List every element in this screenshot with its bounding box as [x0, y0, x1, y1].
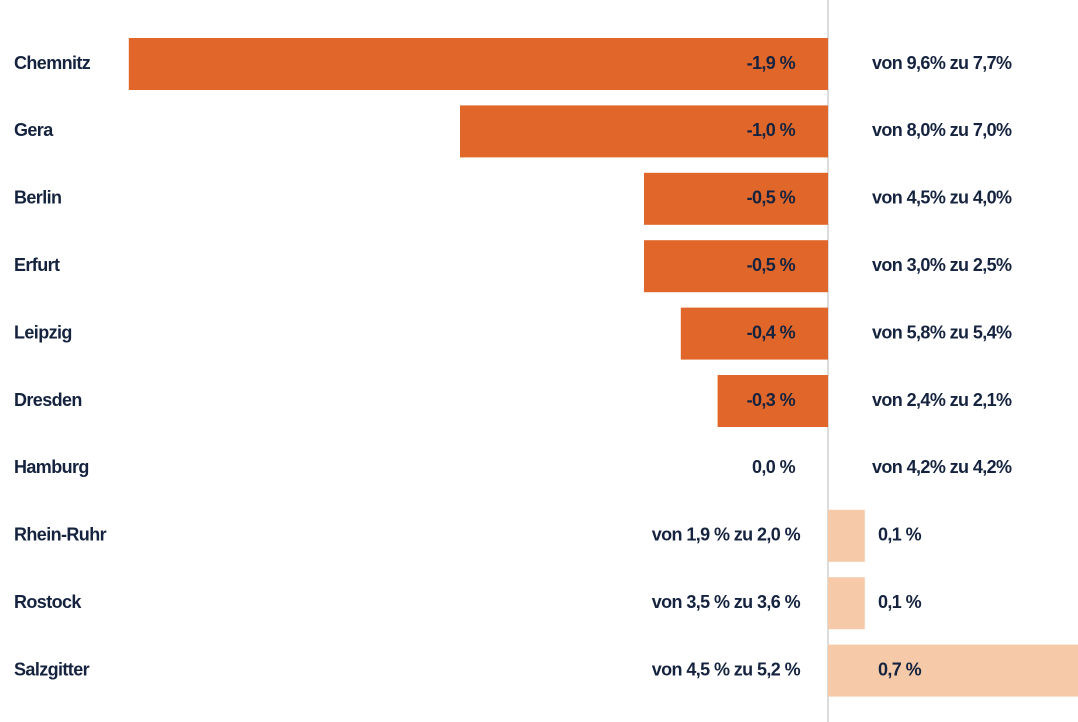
annotation: von 4,5% zu 4,0%: [872, 188, 1012, 208]
annotation: von 9,6% zu 7,7%: [872, 53, 1012, 73]
bar: [717, 375, 828, 427]
value-label: -1,9 %: [747, 53, 796, 73]
annotation: von 8,0% zu 7,0%: [872, 120, 1012, 140]
annotation: von 5,8% zu 5,4%: [872, 322, 1012, 342]
value-label: -0,5 %: [747, 255, 796, 275]
value-label: -0,3 %: [747, 390, 796, 410]
annotation: von 4,2% zu 4,2%: [872, 457, 1012, 477]
value-label: 0,1 %: [878, 525, 922, 545]
category-label: Hamburg: [14, 457, 89, 477]
annotation: von 1,9 % zu 2,0 %: [652, 525, 801, 545]
category-label: Rhein-Ruhr: [14, 525, 107, 545]
category-label: Rostock: [14, 592, 82, 612]
category-label: Dresden: [14, 390, 82, 410]
annotation: von 3,0% zu 2,5%: [872, 255, 1012, 275]
annotation: von 4,5 % zu 5,2 %: [652, 659, 801, 679]
bar: [644, 240, 828, 293]
bar: [828, 509, 865, 562]
annotation: von 2,4% zu 2,1%: [872, 390, 1012, 410]
value-label: 0,0 %: [752, 457, 796, 477]
bar: [680, 307, 828, 360]
value-label: -0,4 %: [747, 322, 796, 342]
value-label: -0,5 %: [747, 188, 796, 208]
category-label: Berlin: [14, 188, 61, 208]
bar: [828, 577, 865, 630]
category-label: Leipzig: [14, 322, 72, 342]
category-label: Chemnitz: [14, 53, 91, 73]
bar: [644, 172, 828, 225]
value-label: 0,7 %: [878, 659, 922, 679]
category-label: Salzgitter: [14, 659, 90, 679]
value-label: 0,1 %: [878, 592, 922, 612]
bar: [828, 644, 1078, 697]
bar: [460, 105, 828, 158]
annotation: von 3,5 % zu 3,6 %: [652, 592, 801, 612]
category-label: Erfurt: [14, 255, 60, 275]
bar: [128, 38, 829, 90]
category-label: Gera: [14, 120, 54, 140]
value-label: -1,0 %: [747, 120, 796, 140]
